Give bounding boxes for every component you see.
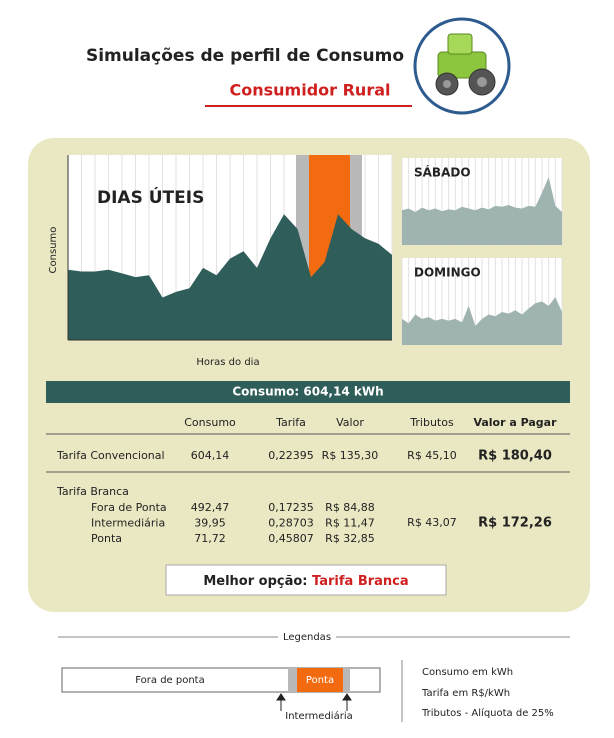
best-value: Tarifa Branca [312,574,409,589]
chart-label: DIAS ÚTEIS [97,186,204,208]
y-axis-label: Consumo [48,227,59,274]
tractor-icon [413,17,511,115]
best-option: Melhor opção: Tarifa Branca [203,574,408,589]
x-axis-label: Horas do dia [196,357,259,368]
cell: R$ 135,30 [322,449,379,462]
column-header: Tarifa [275,416,306,429]
column-header: Tributos [409,416,454,429]
cell: R$ 45,10 [407,449,457,462]
cell: R$ 43,07 [407,516,457,529]
cell: 0,22395 [268,449,314,462]
chart-label: DOMINGO [414,266,481,280]
best-prefix: Melhor opção: [203,574,307,589]
cell: 39,95 [194,517,226,530]
charts: DIAS ÚTEIS SÁBADO DOMINGO [67,155,563,345]
cell: R$ 180,40 [478,449,552,464]
sub-row-label: Fora de Ponta [91,501,167,514]
summary: Consumo: 604,14 kWh [232,385,383,399]
area [402,297,562,345]
legend-intermediate-label: Intermediária [285,710,352,722]
cell: 0,17235 [268,501,314,514]
cell: 492,47 [191,501,230,514]
area [402,177,562,245]
chart-label: SÁBADO [414,165,471,180]
cell: R$ 32,85 [325,532,375,545]
column-header: Consumo [184,416,236,429]
sub-row-label: Intermediária [91,517,165,530]
table: Consumo Tarifa Valor Tributos Valor a Pagar T… [56,416,557,545]
column-header: Valor [336,416,364,429]
column-header: Valor a Pagar [473,416,557,429]
title: Simulações de perfil de Consumo [86,46,404,66]
legend-arrows [276,693,352,711]
cell: 71,72 [194,532,226,545]
legend-note: Tributos - Alíquota de 25% [421,707,554,719]
legend-title: Legendas [283,632,331,643]
row-label: Tarifa Convencional [56,449,165,462]
legend-off-peak: Fora de ponta [135,675,204,686]
legend-note: Consumo em kWh [422,667,513,678]
best-box [165,564,447,596]
cell: 604,14 [191,449,230,462]
legend-note: Tarifa em R$/kWh [421,688,510,699]
legend-peak-label: Ponta [306,675,334,686]
cell: R$ 11,47 [325,517,375,530]
cell: 0,45807 [268,532,314,545]
sub-row-label: Ponta [91,532,122,545]
summary-bar [46,381,570,403]
subtitle: Consumidor Rural [230,81,391,100]
cell: R$ 84,88 [325,501,375,514]
legend-peak [297,668,343,692]
area [68,214,392,340]
cell: R$ 172,26 [478,516,552,531]
cell: 0,28703 [268,517,314,530]
row-label: Tarifa Branca [56,485,129,498]
